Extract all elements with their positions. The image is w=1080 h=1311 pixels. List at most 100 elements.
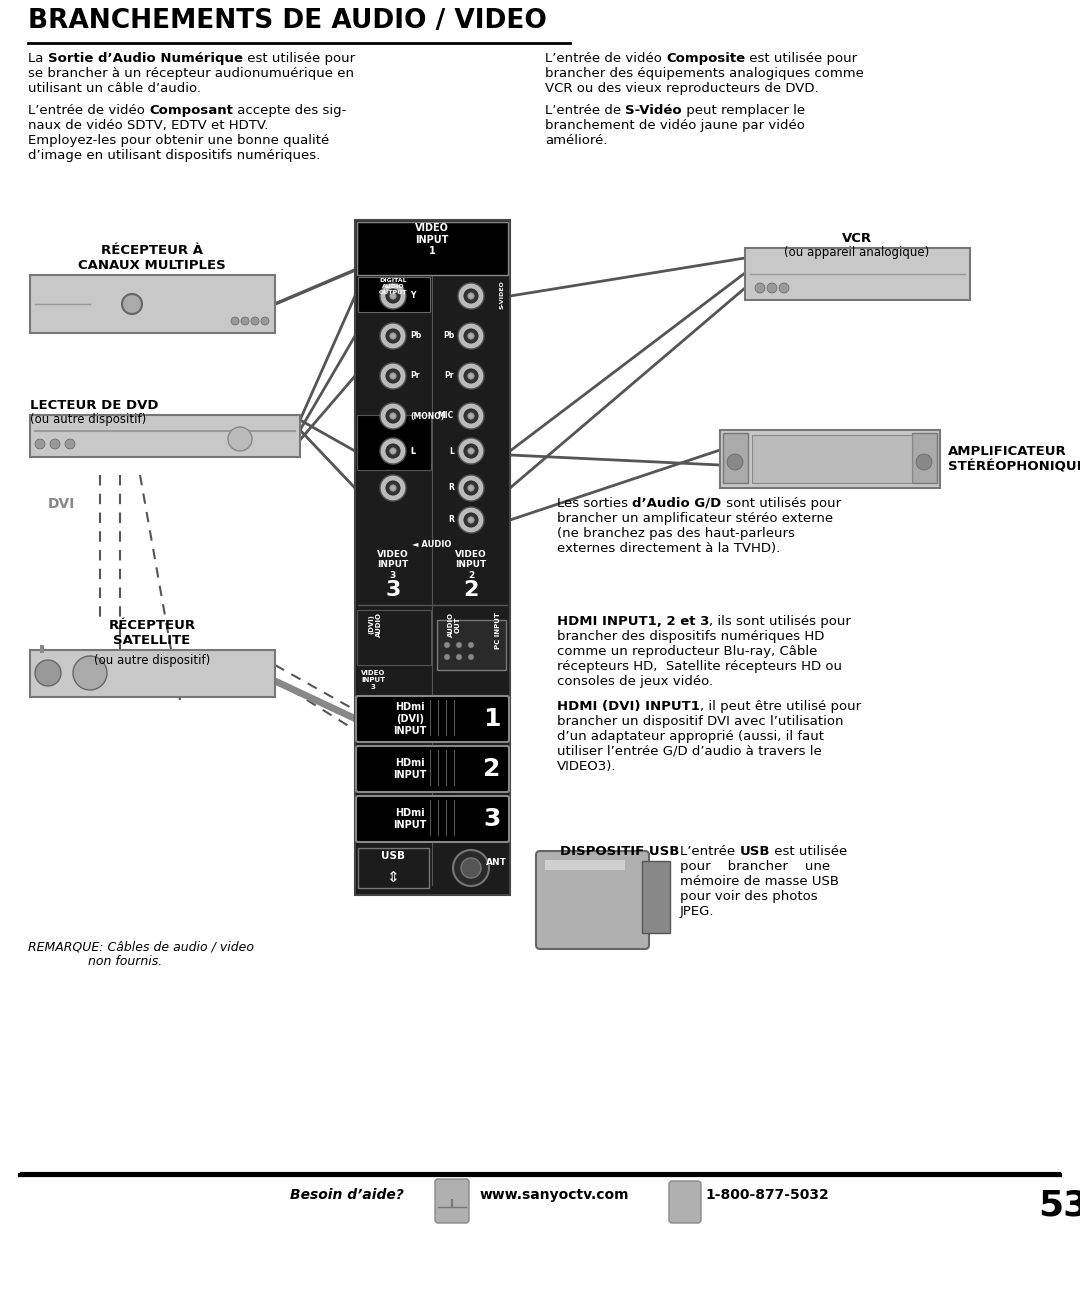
Circle shape bbox=[468, 413, 474, 420]
Text: Sortie d’Audio Numérique: Sortie d’Audio Numérique bbox=[48, 52, 243, 66]
Text: R: R bbox=[448, 515, 454, 524]
Circle shape bbox=[458, 475, 484, 501]
Bar bbox=[355, 220, 510, 895]
Text: HDMI INPUT1, 2 et 3: HDMI INPUT1, 2 et 3 bbox=[557, 615, 710, 628]
Text: brancher des dispositifs numériques HD: brancher des dispositifs numériques HD bbox=[557, 631, 824, 642]
Circle shape bbox=[386, 409, 401, 423]
Circle shape bbox=[755, 283, 765, 292]
Circle shape bbox=[463, 444, 478, 458]
Bar bbox=[720, 430, 940, 488]
Text: (ou appareil analogique): (ou appareil analogique) bbox=[784, 246, 930, 260]
Text: MIC: MIC bbox=[437, 412, 454, 421]
Text: VCR: VCR bbox=[842, 232, 872, 245]
Text: Besoin d’aide?: Besoin d’aide? bbox=[291, 1188, 404, 1202]
Text: La: La bbox=[28, 52, 48, 66]
Bar bbox=[752, 435, 912, 482]
Circle shape bbox=[767, 283, 777, 292]
Text: (MONO): (MONO) bbox=[410, 412, 444, 421]
Circle shape bbox=[444, 642, 450, 648]
Circle shape bbox=[468, 485, 474, 492]
Text: Employez-les pour obtenir une bonne qualité: Employez-les pour obtenir une bonne qual… bbox=[28, 134, 329, 147]
Circle shape bbox=[463, 409, 478, 423]
Circle shape bbox=[386, 444, 401, 458]
Circle shape bbox=[261, 317, 269, 325]
Circle shape bbox=[231, 317, 239, 325]
Text: d’image en utilisant dispositifs numériques.: d’image en utilisant dispositifs numériq… bbox=[28, 149, 321, 163]
Text: L: L bbox=[410, 447, 415, 455]
Bar bbox=[545, 860, 625, 871]
FancyBboxPatch shape bbox=[356, 696, 509, 742]
Text: VIDEO
INPUT
2: VIDEO INPUT 2 bbox=[455, 551, 487, 579]
Text: d’Audio G/D: d’Audio G/D bbox=[632, 497, 721, 510]
Bar bbox=[357, 416, 431, 471]
Text: naux de vidéo SDTV, EDTV et HDTV.: naux de vidéo SDTV, EDTV et HDTV. bbox=[28, 119, 268, 132]
Circle shape bbox=[35, 659, 60, 686]
Circle shape bbox=[468, 642, 474, 648]
Text: Pb: Pb bbox=[410, 332, 421, 341]
FancyBboxPatch shape bbox=[356, 796, 509, 842]
Circle shape bbox=[380, 363, 406, 389]
FancyBboxPatch shape bbox=[435, 1179, 469, 1223]
Text: ⇕: ⇕ bbox=[387, 871, 400, 885]
Text: L’entrée: L’entrée bbox=[680, 846, 740, 857]
Bar bbox=[30, 275, 275, 333]
Circle shape bbox=[386, 481, 401, 496]
Text: branchement de vidéo jaune par vidéo: branchement de vidéo jaune par vidéo bbox=[545, 119, 805, 132]
Circle shape bbox=[380, 475, 406, 501]
Text: HDMI (DVI) INPUT1: HDMI (DVI) INPUT1 bbox=[557, 700, 700, 713]
Circle shape bbox=[468, 448, 474, 454]
Text: 1-800-877-5032: 1-800-877-5032 bbox=[705, 1188, 828, 1202]
Bar bbox=[30, 650, 275, 697]
Text: S-Vidéo: S-Vidéo bbox=[625, 104, 681, 117]
Bar bbox=[357, 222, 508, 275]
Text: récepteurs HD,  Satellite récepteurs HD ou: récepteurs HD, Satellite récepteurs HD o… bbox=[557, 659, 842, 673]
Circle shape bbox=[468, 333, 474, 340]
Text: DVI: DVI bbox=[48, 497, 76, 511]
Text: VIDEO3).: VIDEO3). bbox=[557, 760, 617, 773]
Text: 2: 2 bbox=[463, 579, 478, 600]
Text: est utilisée pour: est utilisée pour bbox=[745, 52, 858, 66]
Bar bbox=[642, 861, 670, 933]
Text: Y: Y bbox=[410, 291, 416, 300]
Circle shape bbox=[458, 363, 484, 389]
Circle shape bbox=[390, 448, 396, 454]
Text: Pr: Pr bbox=[410, 371, 419, 380]
Text: VIDEO
INPUT
3: VIDEO INPUT 3 bbox=[377, 551, 409, 579]
Text: USB: USB bbox=[740, 846, 770, 857]
Circle shape bbox=[916, 454, 932, 471]
Circle shape bbox=[463, 481, 478, 496]
Bar bbox=[30, 416, 300, 458]
Circle shape bbox=[251, 317, 259, 325]
Text: LECTEUR DE DVD: LECTEUR DE DVD bbox=[30, 399, 159, 412]
Text: utiliser l’entrée G/D d’audio à travers le: utiliser l’entrée G/D d’audio à travers … bbox=[557, 745, 822, 758]
Text: PC INPUT: PC INPUT bbox=[495, 612, 501, 649]
Text: L’entrée de vidéo: L’entrée de vidéo bbox=[545, 52, 666, 66]
Text: DISPOSITIF USB: DISPOSITIF USB bbox=[561, 846, 679, 857]
Circle shape bbox=[456, 642, 462, 648]
Text: se brancher à un récepteur audionumuérique en: se brancher à un récepteur audionumuériq… bbox=[28, 67, 354, 80]
Text: RÉCEPTEUR
SATELLITE: RÉCEPTEUR SATELLITE bbox=[108, 619, 195, 648]
Text: AMPLIFICATEUR
STÉRÉOPHONIQUE: AMPLIFICATEUR STÉRÉOPHONIQUE bbox=[948, 444, 1080, 473]
Circle shape bbox=[463, 288, 478, 303]
FancyBboxPatch shape bbox=[536, 851, 649, 949]
Circle shape bbox=[390, 333, 396, 340]
Text: www.sanyoctv.com: www.sanyoctv.com bbox=[480, 1188, 630, 1202]
Circle shape bbox=[241, 317, 249, 325]
Text: 2: 2 bbox=[484, 756, 501, 781]
Circle shape bbox=[468, 654, 474, 659]
Circle shape bbox=[390, 292, 396, 299]
Text: Pb: Pb bbox=[443, 332, 454, 341]
Circle shape bbox=[35, 439, 45, 448]
Bar bbox=[723, 433, 748, 482]
Text: 3: 3 bbox=[484, 808, 501, 831]
Circle shape bbox=[458, 323, 484, 349]
Bar bbox=[437, 620, 507, 670]
Circle shape bbox=[122, 294, 141, 315]
Circle shape bbox=[458, 507, 484, 534]
Text: S-VIDEO: S-VIDEO bbox=[499, 281, 504, 309]
Text: non fournis.: non fournis. bbox=[87, 954, 162, 968]
Text: amélioré.: amélioré. bbox=[545, 134, 607, 147]
Text: HDmi
INPUT: HDmi INPUT bbox=[393, 808, 427, 830]
Circle shape bbox=[779, 283, 789, 292]
Text: R: R bbox=[448, 484, 454, 493]
